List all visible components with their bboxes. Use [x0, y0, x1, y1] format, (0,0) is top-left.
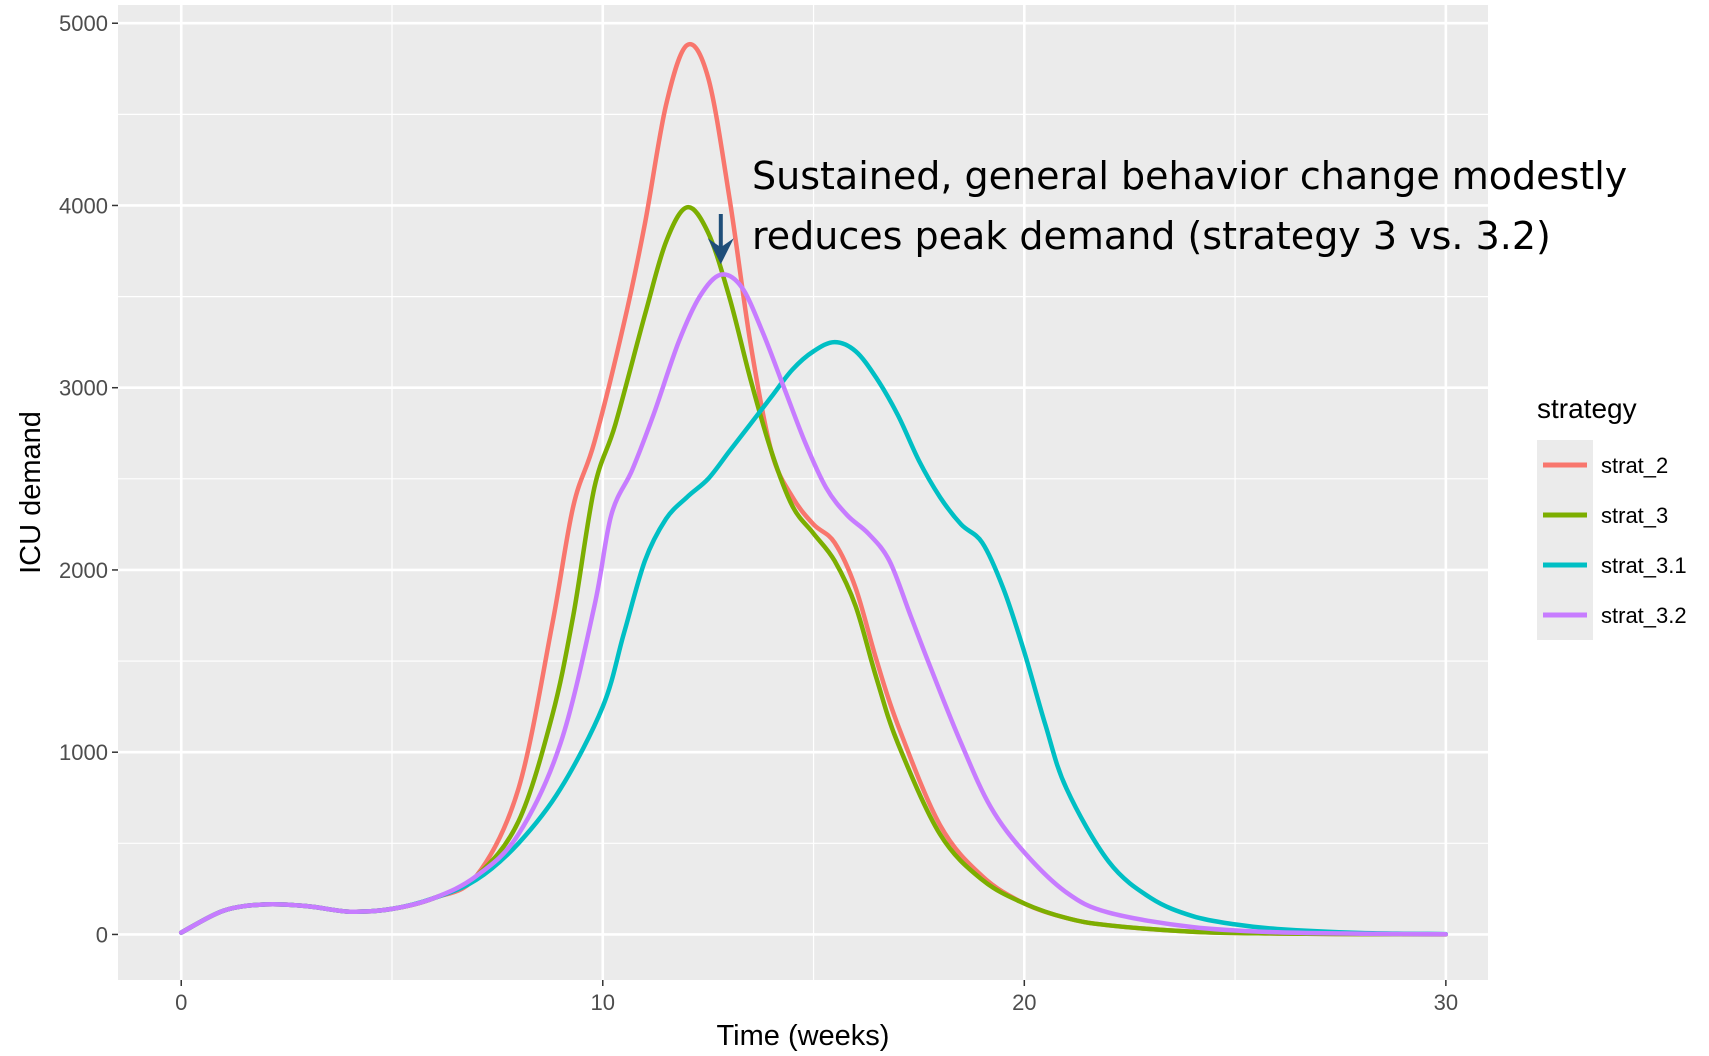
y-tick-label: 5000 — [59, 11, 108, 36]
plot-panel — [118, 5, 1488, 980]
legend-label: strat_2 — [1601, 453, 1668, 478]
legend-items: strat_2 strat_3 strat_3.1 strat_3.2 — [1543, 453, 1687, 628]
x-tick-label: 10 — [591, 990, 615, 1015]
series-lines — [178, 41, 1449, 937]
y-tick-label: 1000 — [59, 740, 108, 765]
annotation-text-line: Sustained, general behavior change modes… — [752, 154, 1627, 198]
legend-title: strategy — [1537, 393, 1637, 424]
legend-label: strat_3.2 — [1601, 603, 1687, 628]
series-line-strat-3-2 — [178, 272, 1449, 937]
y-tick-label: 2000 — [59, 558, 108, 583]
minor-gridlines — [118, 5, 1488, 980]
x-axis-ticks: 0 10 20 30 — [175, 980, 1458, 1015]
major-gridlines — [118, 5, 1488, 980]
annotation-text-line: reduces peak demand (strategy 3 vs. 3.2) — [752, 214, 1551, 258]
series-line-strat-3-1 — [178, 339, 1449, 937]
y-axis-ticks: 0 1000 2000 3000 4000 5000 — [59, 11, 118, 947]
y-tick-label: 4000 — [59, 193, 108, 218]
y-axis-title: ICU demand — [15, 411, 47, 574]
x-tick-label: 0 — [175, 990, 187, 1015]
x-tick-label: 20 — [1012, 990, 1036, 1015]
annotation: Sustained, general behavior change modes… — [707, 154, 1627, 265]
legend-label: strat_3.1 — [1601, 553, 1687, 578]
y-tick-label: 0 — [96, 922, 108, 947]
y-tick-label: 3000 — [59, 376, 108, 401]
x-tick-label: 30 — [1434, 990, 1458, 1015]
legend-key-background — [1537, 440, 1593, 640]
legend-label: strat_3 — [1601, 503, 1668, 528]
x-axis-title: Time (weeks) — [717, 1020, 890, 1052]
legend: strategy strat_2 strat_3 strat_3.1 strat_3.… — [1537, 393, 1687, 640]
annotation-arrow-head — [707, 238, 734, 265]
